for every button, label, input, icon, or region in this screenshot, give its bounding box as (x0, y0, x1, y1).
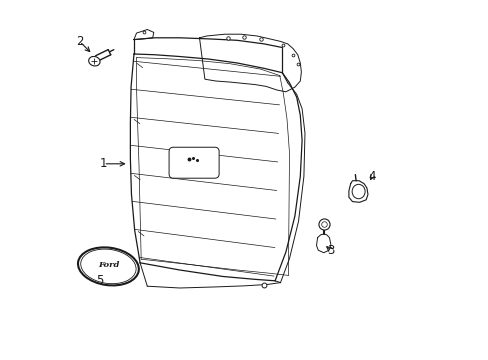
Text: 3: 3 (326, 244, 334, 257)
Ellipse shape (81, 249, 136, 284)
Ellipse shape (78, 247, 139, 285)
Ellipse shape (351, 184, 365, 199)
Ellipse shape (88, 57, 100, 66)
Text: 4: 4 (368, 170, 375, 183)
Text: Ford: Ford (98, 261, 119, 269)
Text: 2: 2 (76, 35, 83, 48)
Text: 1: 1 (100, 157, 107, 170)
Text: 5: 5 (96, 274, 103, 287)
FancyBboxPatch shape (169, 147, 219, 178)
